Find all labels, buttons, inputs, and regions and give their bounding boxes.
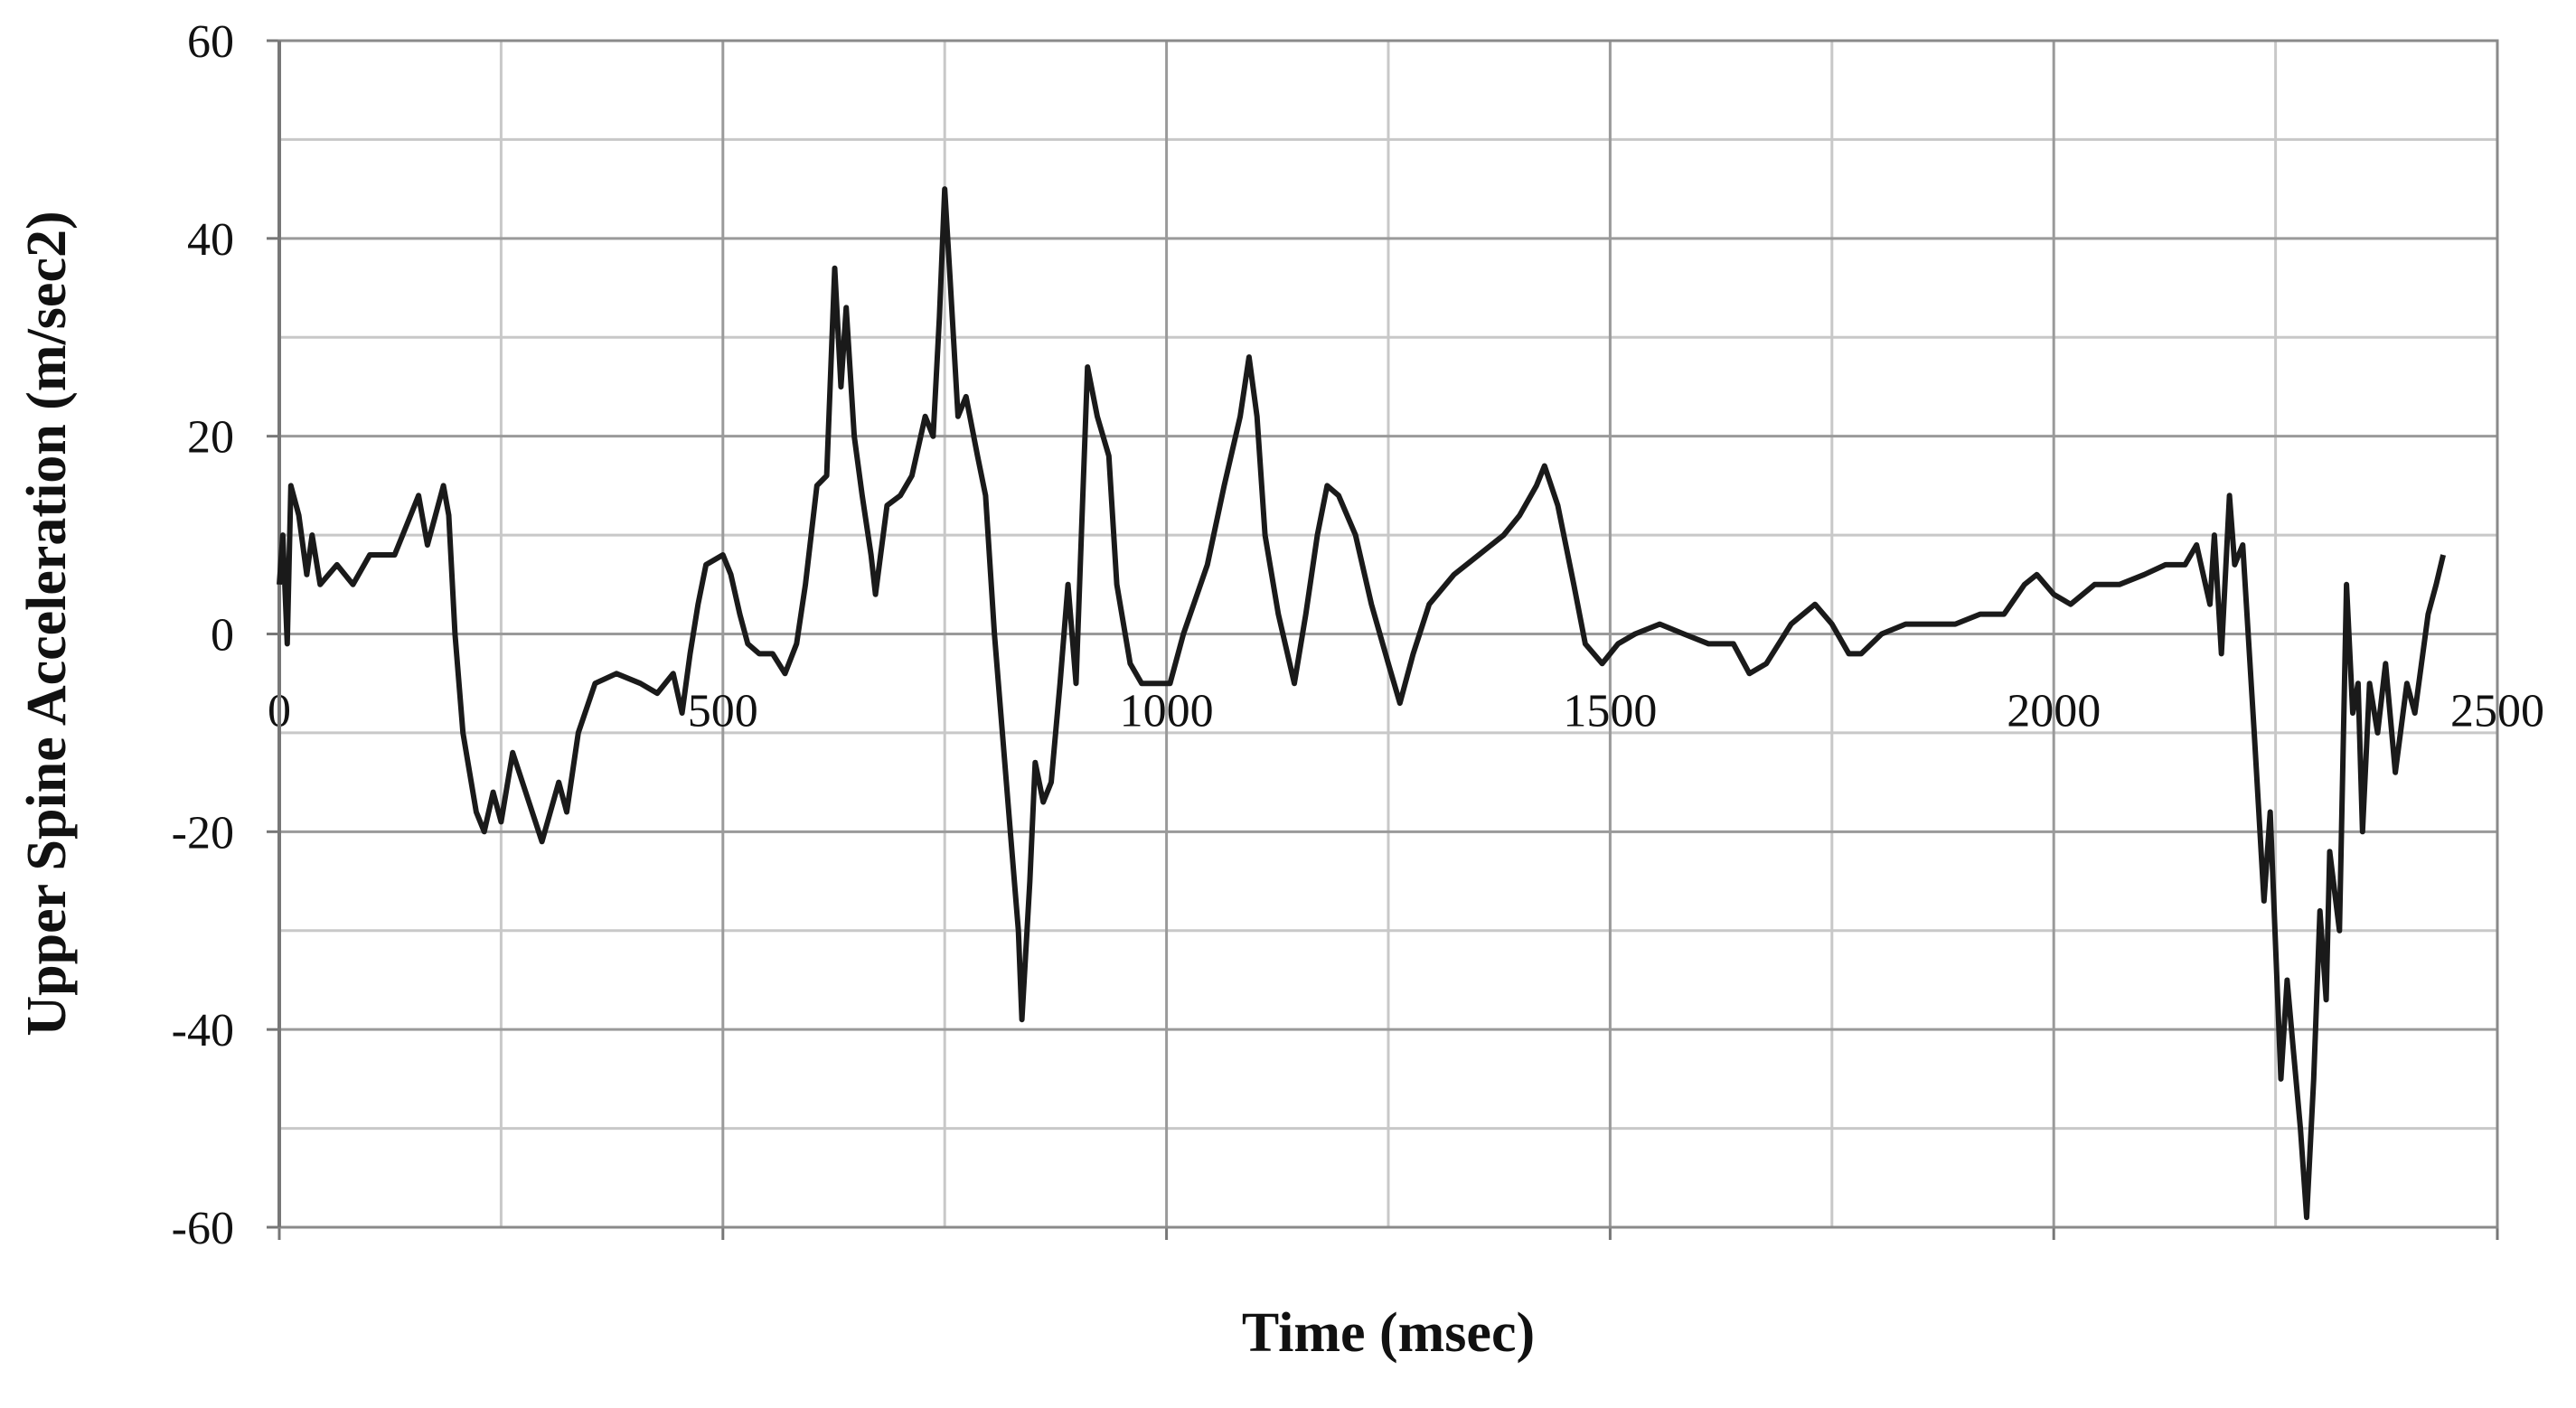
- x-tick-label: 500: [688, 686, 758, 737]
- y-tick-label: 60: [187, 16, 234, 68]
- y-tick-label: -40: [172, 1005, 234, 1056]
- x-tick-label: 1500: [1563, 686, 1657, 737]
- y-tick-label: -20: [172, 807, 234, 859]
- y-tick-label: 20: [187, 412, 234, 464]
- x-axis-title: Time (msec): [1242, 1302, 1535, 1364]
- x-tick-label: 1000: [1120, 686, 1214, 737]
- y-tick-label: -60: [172, 1203, 234, 1254]
- data-line: [277, 186, 2447, 1221]
- y-tick-label: 40: [187, 214, 234, 266]
- x-tick-label: 2000: [2007, 686, 2101, 737]
- y-tick-label: 0: [211, 610, 234, 662]
- y-axis-title: Upper Spine Acceleration (m/sec2): [16, 211, 78, 1036]
